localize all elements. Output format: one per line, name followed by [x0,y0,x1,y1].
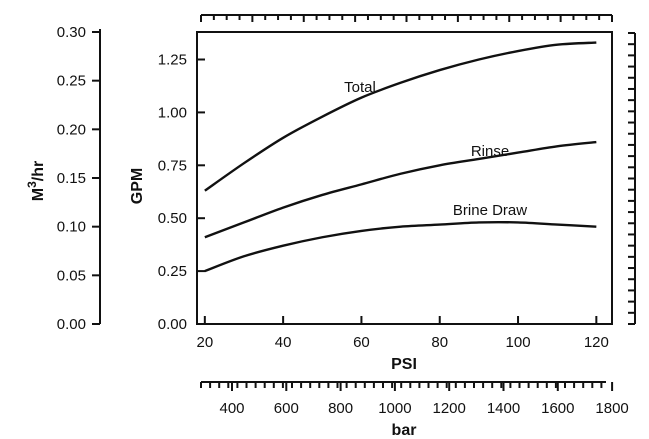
bar-tick-label: 1600 [541,400,574,417]
bar-tick-label: 1200 [433,400,466,417]
bar-tick-label: 1800 [595,400,628,417]
y-tick-label: 1.00 [158,104,187,121]
series-total-line [204,41,597,192]
bar-axis-title: bar [392,422,417,439]
m3hr-tick-label: 0.30 [57,24,86,41]
m3hr-tick-label: 0.00 [57,316,86,333]
bar-tick-label: 1000 [378,400,411,417]
bar-tick-label: 1400 [487,400,520,417]
series-total-label: Total [344,79,376,96]
y-tick-label: 0.50 [158,210,187,227]
m3hr-tick-label: 0.25 [57,73,86,90]
series-brine-draw-label: Brine Draw [453,202,527,219]
plot-frame [196,31,613,325]
ticks-layer [92,15,635,391]
y-tick-label: 0.75 [158,157,187,174]
m3hr-title-main: M [30,188,47,201]
bar-tick-label: 600 [274,400,299,417]
curves-layer [204,41,597,273]
series-rinse-label: Rinse [471,143,509,160]
m3hr-title-sup: 3 [25,181,39,188]
y-axis-title: GPM [129,168,146,204]
series-rinse-line [204,140,597,239]
x-tick-label: 120 [584,334,609,351]
bar-tick-label: 800 [328,400,353,417]
m3hr-title-rest: /hr [30,161,47,181]
x-tick-label: 40 [275,334,292,351]
x-axis-title: PSI [391,356,417,373]
x-tick-label: 20 [196,334,213,351]
y-tick-label: 0.25 [158,263,187,280]
x-tick-label: 100 [506,334,531,351]
labels-layer: 20 40 60 80 100 120 0.00 0.25 0.50 0.75 1.00 1.25 0.… [57,24,629,417]
series-brine-draw-line [204,220,597,273]
x-tick-label: 80 [431,334,448,351]
y-tick-label: 1.25 [158,52,187,69]
y-tick-label: 0.00 [158,316,187,333]
x-tick-label: 60 [353,334,370,351]
m3hr-tick-label: 0.20 [57,121,86,138]
m3hr-axis-title: M3/hr [25,161,47,201]
m3hr-tick-label: 0.15 [57,170,86,187]
m3hr-tick-label: 0.10 [57,219,86,236]
m3hr-tick-label: 0.05 [57,267,86,284]
bar-tick-label: 400 [219,400,244,417]
